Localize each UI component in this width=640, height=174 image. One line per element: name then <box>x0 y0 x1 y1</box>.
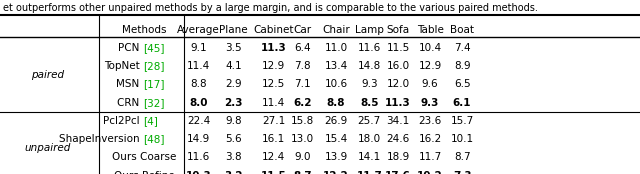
Text: 6.5: 6.5 <box>454 79 470 89</box>
Text: [32]: [32] <box>143 98 164 108</box>
Text: Methods: Methods <box>122 25 166 35</box>
Text: 13.9: 13.9 <box>324 152 348 163</box>
Text: 10.3: 10.3 <box>186 171 211 174</box>
Text: 11.3: 11.3 <box>385 98 411 108</box>
Text: Cabinet: Cabinet <box>253 25 294 35</box>
Text: unpaired: unpaired <box>25 143 71 153</box>
Text: 8.8: 8.8 <box>327 98 345 108</box>
Text: 13.0: 13.0 <box>291 134 314 144</box>
Text: 12.0: 12.0 <box>387 79 410 89</box>
Text: 9.8: 9.8 <box>225 116 242 126</box>
Text: [48]: [48] <box>143 134 164 144</box>
Text: 11.6: 11.6 <box>358 43 381 53</box>
Text: 23.6: 23.6 <box>419 116 442 126</box>
Text: Average: Average <box>177 25 220 35</box>
Text: 6.4: 6.4 <box>294 43 311 53</box>
Text: 16.0: 16.0 <box>387 61 410 71</box>
Text: 8.9: 8.9 <box>454 61 470 71</box>
Text: 26.9: 26.9 <box>324 116 348 126</box>
Text: 16.2: 16.2 <box>419 134 442 144</box>
Text: 6.1: 6.1 <box>453 98 471 108</box>
Text: 16.1: 16.1 <box>262 134 285 144</box>
Text: 11.5: 11.5 <box>261 171 287 174</box>
Text: 13.4: 13.4 <box>324 61 348 71</box>
Text: [28]: [28] <box>143 61 164 71</box>
Text: 11.0: 11.0 <box>324 43 348 53</box>
Text: 3.2: 3.2 <box>225 171 243 174</box>
Text: [17]: [17] <box>143 79 164 89</box>
Text: Ours Coarse: Ours Coarse <box>112 152 176 163</box>
Text: 10.4: 10.4 <box>419 43 442 53</box>
Text: 7.4: 7.4 <box>454 43 470 53</box>
Text: ShapeInversion: ShapeInversion <box>59 134 143 144</box>
Text: Plane: Plane <box>220 25 248 35</box>
Text: CRN: CRN <box>117 98 143 108</box>
Text: 9.1: 9.1 <box>190 43 207 53</box>
Text: 15.7: 15.7 <box>451 116 474 126</box>
Text: 11.7: 11.7 <box>356 171 382 174</box>
Text: 10.2: 10.2 <box>417 171 443 174</box>
Text: 18.0: 18.0 <box>358 134 381 144</box>
Text: Lamp: Lamp <box>355 25 384 35</box>
Text: Chair: Chair <box>322 25 350 35</box>
Text: 27.1: 27.1 <box>262 116 285 126</box>
Text: 11.6: 11.6 <box>187 152 210 163</box>
Text: [45]: [45] <box>143 43 164 53</box>
Text: 12.2: 12.2 <box>323 171 349 174</box>
Text: 11.5: 11.5 <box>387 43 410 53</box>
Text: TopNet: TopNet <box>104 61 143 71</box>
Text: et outperforms other unpaired methods by a large margin, and is comparable to th: et outperforms other unpaired methods by… <box>3 3 538 13</box>
Text: 10.1: 10.1 <box>451 134 474 144</box>
Text: 11.4: 11.4 <box>187 61 210 71</box>
Text: 22.4: 22.4 <box>187 116 210 126</box>
Text: 18.9: 18.9 <box>387 152 410 163</box>
Text: 14.1: 14.1 <box>358 152 381 163</box>
Text: 3.5: 3.5 <box>225 43 242 53</box>
Text: Pcl2Pcl: Pcl2Pcl <box>103 116 143 126</box>
Text: 10.6: 10.6 <box>324 79 348 89</box>
Text: Boat: Boat <box>450 25 474 35</box>
Text: 6.2: 6.2 <box>294 98 312 108</box>
Text: 9.0: 9.0 <box>294 152 311 163</box>
Text: 4.1: 4.1 <box>225 61 242 71</box>
Text: 9.6: 9.6 <box>422 79 438 89</box>
Text: 14.8: 14.8 <box>358 61 381 71</box>
Text: 34.1: 34.1 <box>387 116 410 126</box>
Text: Car: Car <box>294 25 312 35</box>
Text: 2.9: 2.9 <box>225 79 242 89</box>
Text: 25.7: 25.7 <box>358 116 381 126</box>
Text: 5.6: 5.6 <box>225 134 242 144</box>
Text: 7.1: 7.1 <box>294 79 311 89</box>
Text: PCN: PCN <box>118 43 143 53</box>
Text: 2.3: 2.3 <box>225 98 243 108</box>
Text: 15.4: 15.4 <box>324 134 348 144</box>
Text: 11.4: 11.4 <box>262 98 285 108</box>
Text: 17.6: 17.6 <box>385 171 411 174</box>
Text: MSN: MSN <box>116 79 143 89</box>
Text: 9.3: 9.3 <box>361 79 378 89</box>
Text: 12.5: 12.5 <box>262 79 285 89</box>
Text: 24.6: 24.6 <box>387 134 410 144</box>
Text: 8.7: 8.7 <box>293 171 312 174</box>
Text: [4]: [4] <box>143 116 157 126</box>
Text: 15.8: 15.8 <box>291 116 314 126</box>
Text: 7.3: 7.3 <box>452 171 472 174</box>
Text: 12.9: 12.9 <box>419 61 442 71</box>
Text: 9.3: 9.3 <box>421 98 439 108</box>
Text: 7.8: 7.8 <box>294 61 311 71</box>
Text: 11.7: 11.7 <box>419 152 442 163</box>
Text: 12.4: 12.4 <box>262 152 285 163</box>
Text: paired: paired <box>31 70 65 80</box>
Text: 3.8: 3.8 <box>225 152 242 163</box>
Text: 8.0: 8.0 <box>189 98 207 108</box>
Text: 8.8: 8.8 <box>190 79 207 89</box>
Text: Table: Table <box>417 25 444 35</box>
Text: 8.7: 8.7 <box>454 152 470 163</box>
Text: 11.3: 11.3 <box>261 43 287 53</box>
Text: 14.9: 14.9 <box>187 134 210 144</box>
Text: Sofa: Sofa <box>387 25 410 35</box>
Text: 8.5: 8.5 <box>360 98 378 108</box>
Text: Ours Refine: Ours Refine <box>114 171 174 174</box>
Text: 12.9: 12.9 <box>262 61 285 71</box>
